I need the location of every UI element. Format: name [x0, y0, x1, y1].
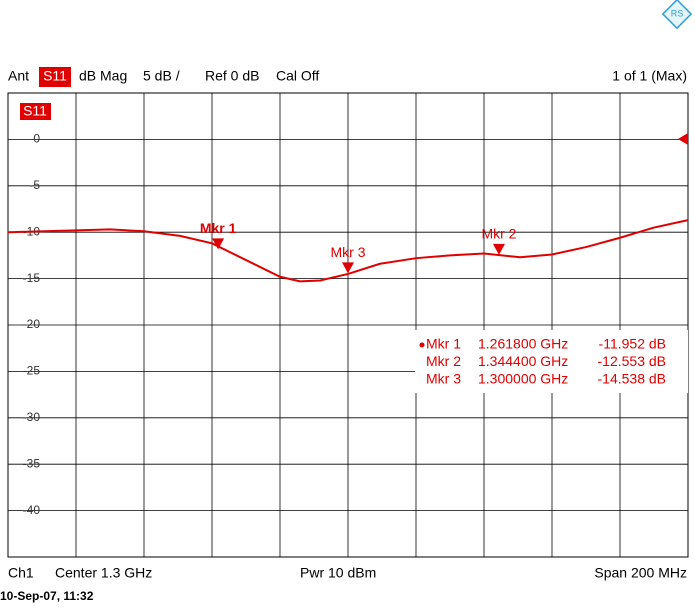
- svg-text:RS: RS: [671, 8, 684, 18]
- scale-label: 5 dB /: [143, 68, 180, 84]
- marker-value: -11.952 dB: [599, 336, 666, 352]
- marker-label: Mkr 1: [200, 220, 237, 236]
- marker-value: -14.538 dB: [598, 371, 667, 387]
- trace-badge: [39, 67, 71, 87]
- marker-name: Mkr 1: [426, 336, 461, 352]
- marker-label: Mkr 2: [481, 226, 516, 242]
- channel-label: Ch1: [8, 565, 34, 581]
- marker-value: -12.553 dB: [598, 353, 667, 369]
- plot: Mkr 1 Mkr 2 Mkr 3: [7, 219, 689, 283]
- marker-label: Mkr 3: [331, 244, 366, 260]
- y-tick-label: -20: [23, 317, 41, 331]
- span-label: Span 200 MHz: [594, 565, 687, 581]
- marker-table-rows: Mkr 1 1.261800 GHz -11.952 dB Mkr 2 1.344400…: [419, 336, 667, 387]
- marker-x: 1.261800 GHz: [478, 336, 568, 352]
- center-label: Center 1.3 GHz: [55, 565, 152, 581]
- logo: RS: [661, 0, 693, 30]
- marker-table: [415, 330, 688, 393]
- y-tick-label: -5: [29, 178, 40, 192]
- ref-label: Ref 0 dB: [205, 68, 259, 84]
- trace-line: [7, 219, 689, 283]
- y-tick-label: -15: [23, 271, 41, 285]
- port-label: Ant: [8, 68, 29, 84]
- y-tick-label: -35: [23, 456, 41, 470]
- trace-label: S11: [23, 103, 47, 119]
- y-tick-label: 0: [33, 132, 40, 146]
- page-label: 1 of 1 (Max): [612, 68, 687, 84]
- y-tick-label: -25: [23, 364, 41, 378]
- y-tick-label: -40: [23, 503, 41, 517]
- marker-name: Mkr 2: [426, 353, 461, 369]
- grid: 0-5-10-15-20-25-30-35-40: [8, 93, 688, 557]
- format-label: dB Mag: [79, 68, 127, 84]
- ref-indicator: [678, 133, 688, 145]
- cal-label: Cal Off: [276, 68, 319, 84]
- marker-name: Mkr 3: [426, 371, 461, 387]
- marker-triangle: [492, 243, 505, 255]
- trace-label-box: [20, 103, 51, 120]
- power-label: Pwr 10 dBm: [300, 565, 376, 581]
- trace-name: S11: [43, 68, 67, 84]
- marker-triangle: [212, 238, 225, 250]
- timestamp: 10-Sep-07, 11:32: [0, 589, 94, 603]
- active-marker-dot: [419, 342, 425, 348]
- marker-x: 1.300000 GHz: [478, 371, 568, 387]
- marker-x: 1.344400 GHz: [478, 353, 568, 369]
- marker-triangle: [342, 262, 354, 274]
- y-tick-label: -30: [23, 410, 41, 424]
